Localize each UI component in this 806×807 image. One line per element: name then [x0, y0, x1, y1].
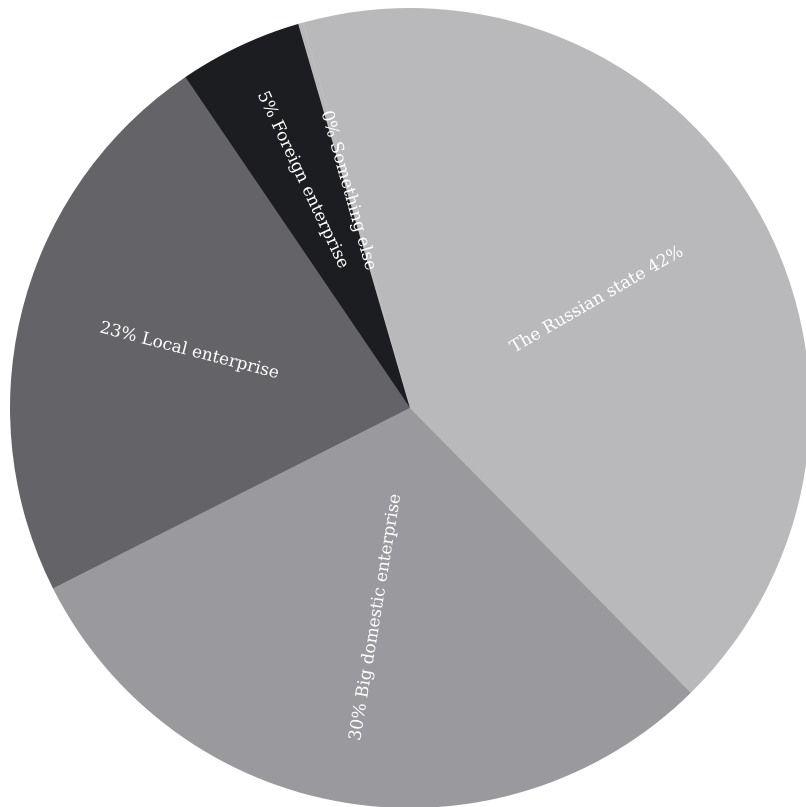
pie-slices: [9, 8, 806, 807]
pie-slice-something-else: [298, 22, 410, 408]
pie-slice-the-russian-state: [303, 8, 806, 693]
pie-slice-local-enterprise: [9, 77, 411, 589]
pie-slice-big-domestic-enterprise: [53, 408, 691, 807]
pie-slice-foreign-enterprise: [185, 23, 410, 408]
